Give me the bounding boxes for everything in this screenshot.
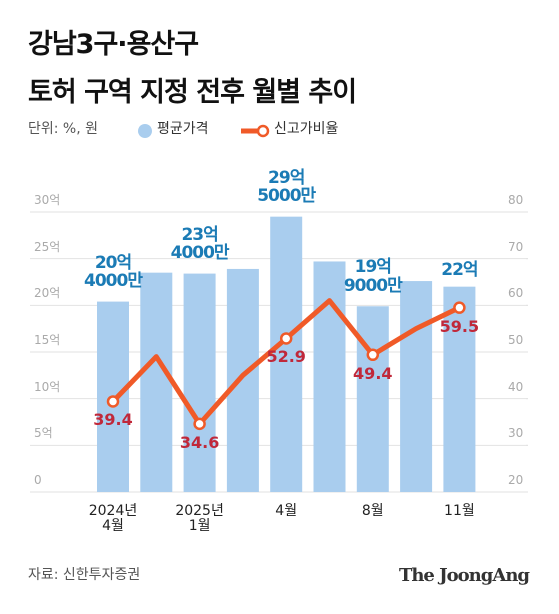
bar-value-label: 22억 [441,259,478,280]
bar [183,273,216,492]
unit: 단위: %, 원 [28,121,99,137]
x-tick-label: 11월 [444,503,475,519]
y2-tick-label: 30 [508,426,524,441]
line-point [279,332,293,345]
y2-tick-label: 60 [508,286,524,301]
y2-tick-label: 20 [508,473,524,487]
y2-tick-label: 50 [508,333,524,347]
x-tick-label: 4월 [275,503,298,519]
y-tick-label: 15억 [34,333,61,347]
bar-value-label: 23억 4000만 [170,224,230,264]
line-value-label: 34.6 [179,432,220,452]
brand: The JoongAng [398,565,530,586]
chart-subtitle: 토허 구역 지정 전후 월별 추이 [28,77,357,108]
legend-swatch [138,124,152,138]
y-tick-label: 30억 [34,193,61,207]
bar [356,306,389,492]
x-tick-label: 2024년 4월 [88,503,138,535]
chart-title: 강남3구·용산구 [28,29,199,60]
bar-value-label: 29억 5000만 [257,167,316,207]
x-tick-label: 8월 [361,503,384,519]
line-point [193,417,206,431]
y-tick-label: 0 [34,473,42,487]
line-value-label: 39.4 [93,410,133,430]
bar-value-label: 19억 9000만 [343,257,403,296]
x-tick-label: 2025년 1월 [175,503,224,535]
legend-label: 평균가격 [157,121,209,137]
bar [226,268,259,492]
line-value-label: 52.9 [266,347,306,367]
y2-tick-label: 80 [508,193,524,207]
line-point [106,395,120,408]
y-tick-label: 5억 [34,426,53,441]
bar [443,286,476,492]
source: 자료: 신한투자증권 [28,567,141,583]
line-point [453,301,466,314]
y-tick-label: 10억 [34,379,61,394]
line-value-label: 59.5 [439,316,480,336]
line-point [366,348,380,362]
bar [140,272,173,492]
legend-swatch [256,124,270,138]
line-value-label: 49.4 [353,363,393,383]
y2-tick-label: 40 [508,379,524,394]
y-tick-label: 20억 [34,286,61,301]
y-tick-label: 25억 [34,239,61,254]
bar [270,216,303,492]
bar [313,261,346,492]
legend-label: 신고가비율 [274,121,339,137]
bar [400,281,433,492]
bar-value-label: 20억 4000만 [84,252,143,292]
y2-tick-label: 70 [508,239,524,254]
